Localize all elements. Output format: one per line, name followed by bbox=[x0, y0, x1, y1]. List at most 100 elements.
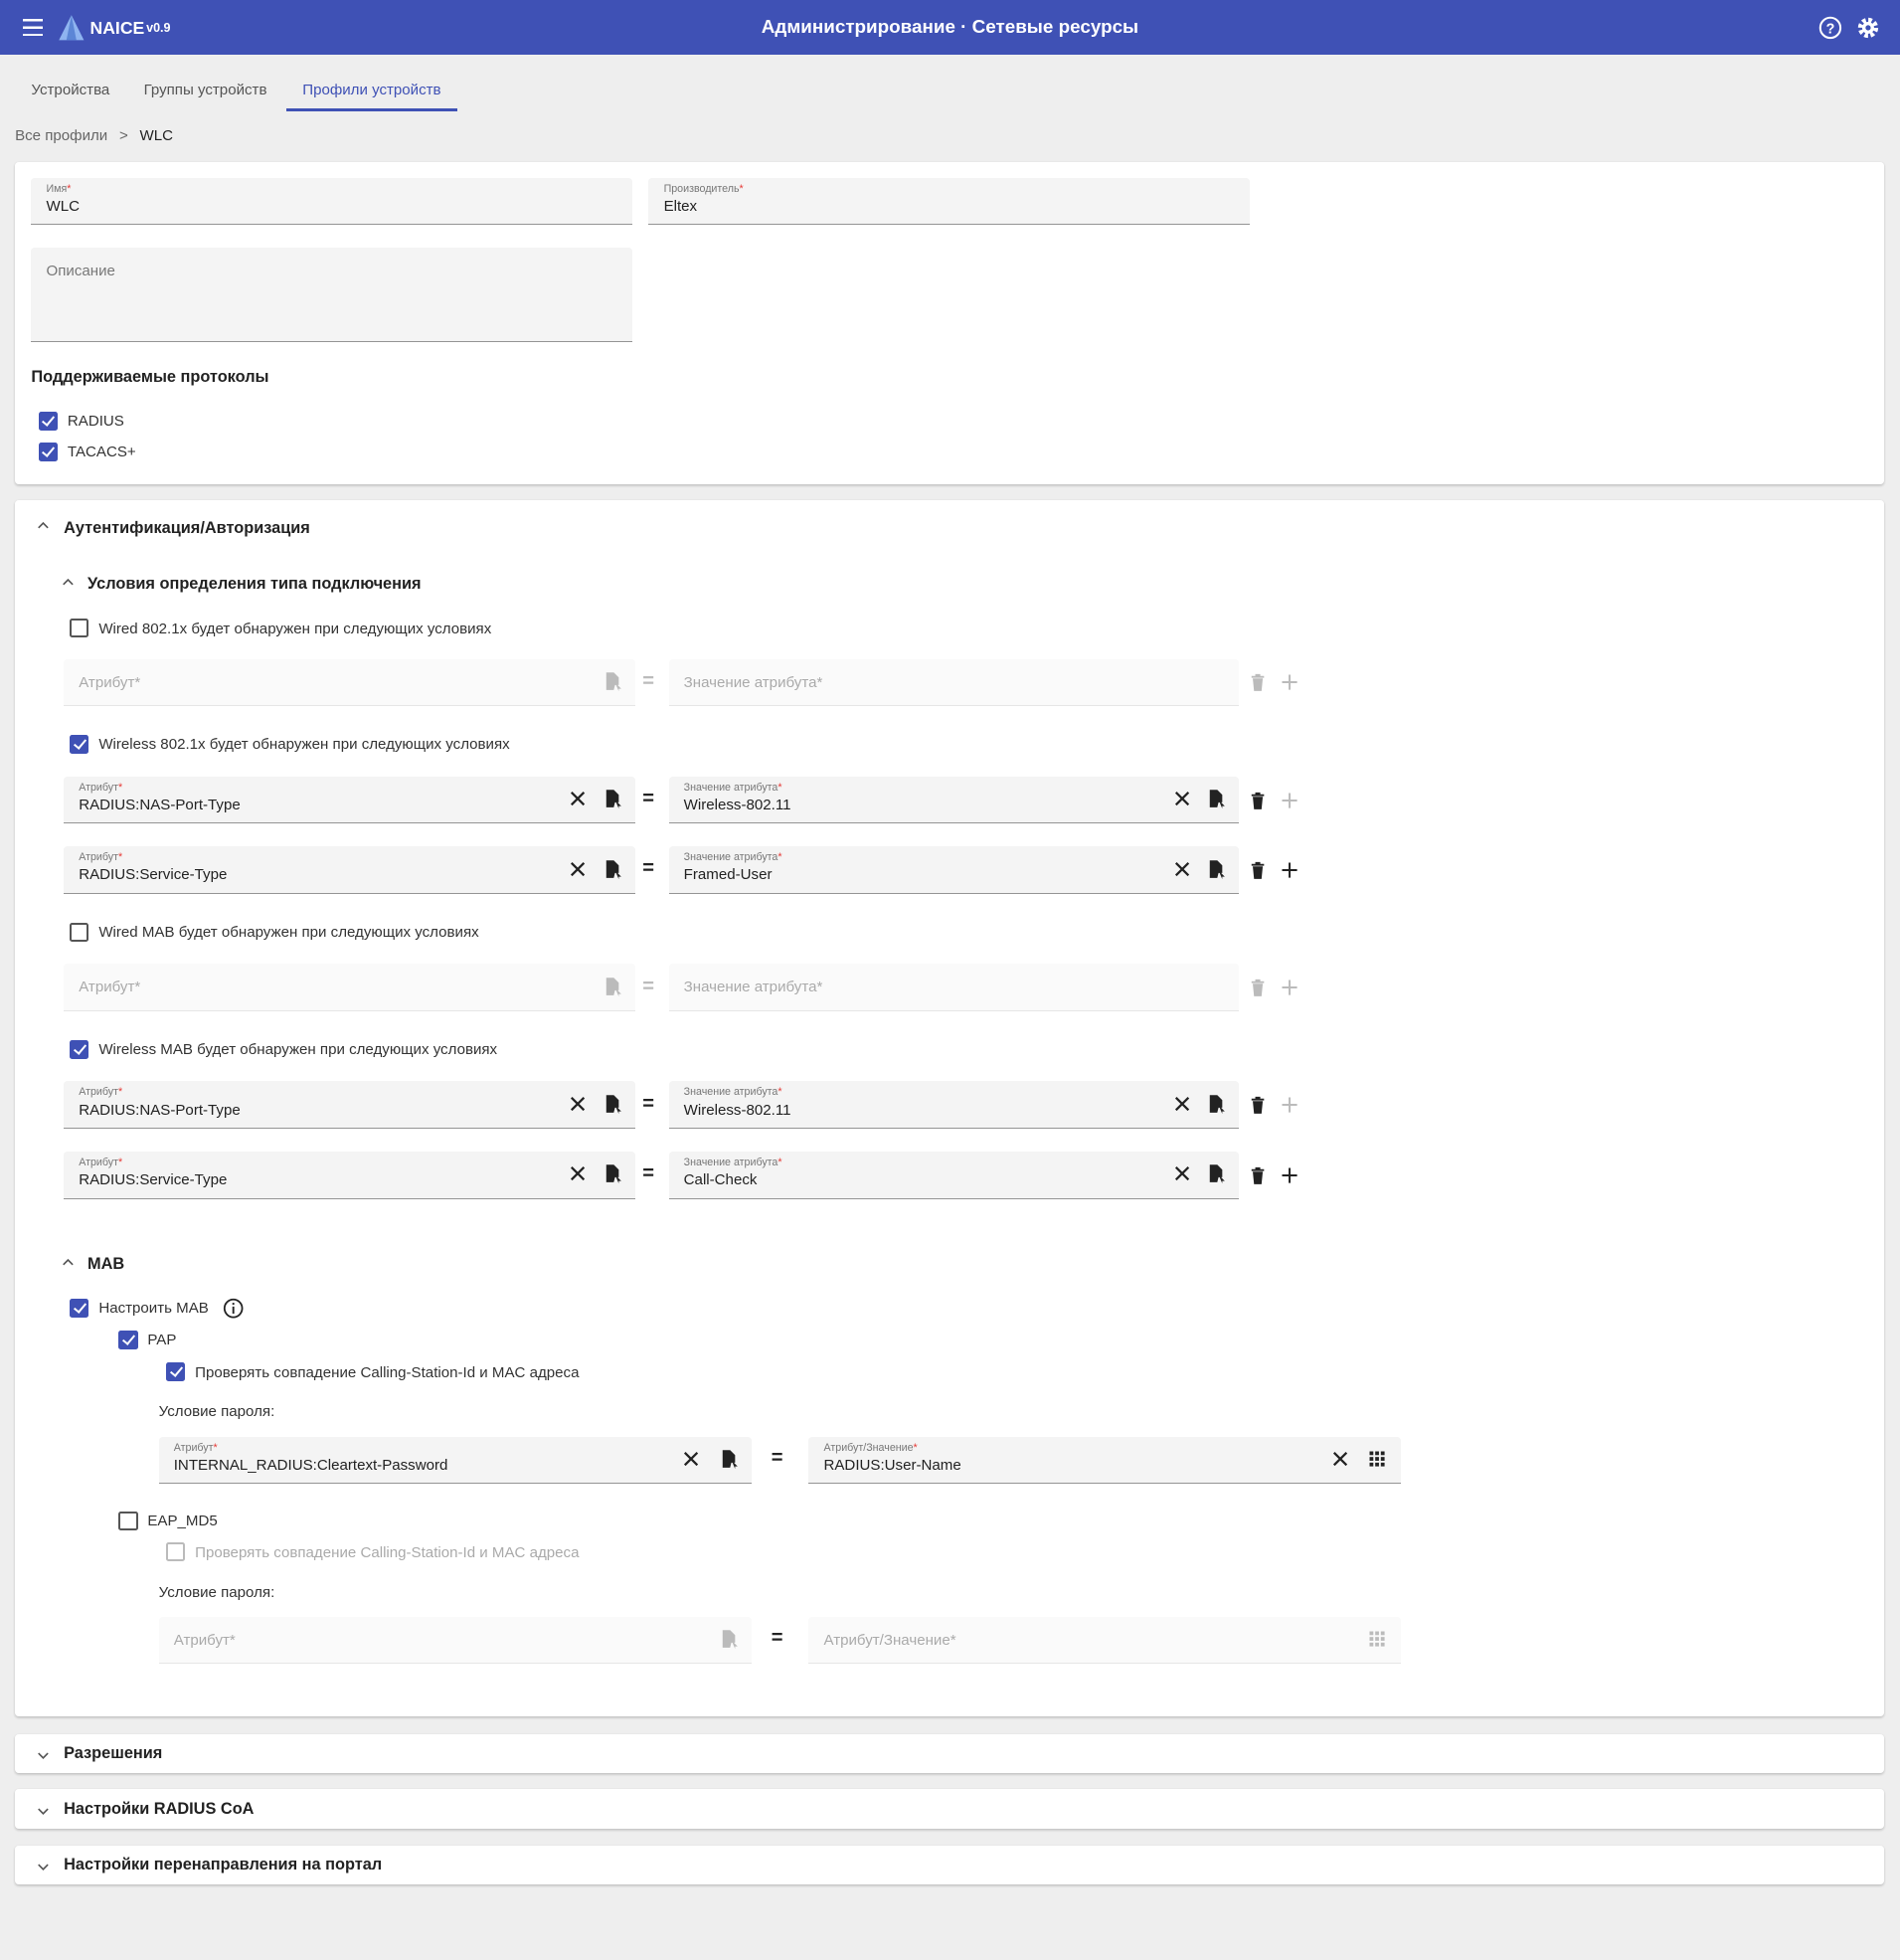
chevron-down-icon[interactable] bbox=[34, 1746, 53, 1765]
select-attribute-icon[interactable] bbox=[603, 1163, 622, 1183]
clear-icon[interactable] bbox=[568, 1163, 588, 1183]
clear-icon[interactable] bbox=[1172, 1094, 1192, 1114]
eap-attribute-field[interactable]: Атрибут* bbox=[158, 1616, 752, 1665]
clear-icon[interactable] bbox=[1172, 859, 1192, 879]
tab-device-profiles[interactable]: Профили устройств bbox=[302, 81, 441, 98]
attribute-value-field[interactable]: Значение атрибута* Wireless-802.11 bbox=[668, 776, 1239, 824]
select-attribute-icon[interactable] bbox=[1206, 789, 1226, 808]
eap-value-field[interactable]: Атрибут/Значение* bbox=[808, 1616, 1402, 1665]
chevron-up-icon[interactable] bbox=[59, 573, 78, 592]
chevron-down-icon[interactable] bbox=[34, 1802, 53, 1821]
select-attribute-icon[interactable] bbox=[603, 859, 622, 879]
clear-icon[interactable] bbox=[568, 859, 588, 879]
pap-checkbox[interactable] bbox=[118, 1330, 138, 1349]
select-attribute-icon[interactable] bbox=[719, 1629, 739, 1649]
attribute-field[interactable]: Атрибут* RADIUS:Service-Type bbox=[64, 846, 635, 894]
attribute-value-field[interactable]: Значение атрибута* Wireless-802.11 bbox=[668, 1081, 1239, 1130]
select-attribute-icon[interactable] bbox=[603, 671, 622, 691]
chevron-up-icon[interactable] bbox=[34, 516, 53, 535]
condition-group-label: Wireless MAB будет обнаружен при следующ… bbox=[98, 1041, 498, 1059]
condition-group-checkbox[interactable] bbox=[70, 619, 89, 638]
field-value: RADIUS:NAS-Port-Type bbox=[79, 796, 241, 813]
attribute-field[interactable]: Атрибут* bbox=[64, 964, 635, 1012]
trash-icon[interactable] bbox=[1248, 860, 1268, 880]
select-attribute-icon[interactable] bbox=[719, 1449, 739, 1469]
mab-title[interactable]: MAB bbox=[87, 1255, 125, 1274]
app-name[interactable]: NAICE bbox=[89, 17, 145, 38]
trash-icon[interactable] bbox=[1248, 1165, 1268, 1185]
section-permissions[interactable]: Разрешения bbox=[15, 1733, 1884, 1773]
attribute-value-field[interactable]: Значение атрибута* bbox=[668, 658, 1239, 707]
tab-device-groups[interactable]: Группы устройств bbox=[143, 81, 267, 98]
select-attribute-icon[interactable] bbox=[1206, 859, 1226, 879]
info-icon[interactable] bbox=[223, 1298, 244, 1319]
pap-attribute-field[interactable]: Атрибут* INTERNAL_RADIUS:Cleartext-Passw… bbox=[158, 1436, 752, 1485]
select-attribute-icon[interactable] bbox=[603, 789, 622, 808]
chevron-up-icon[interactable] bbox=[59, 1253, 78, 1272]
name-field[interactable]: Имя* WLC bbox=[31, 177, 633, 226]
tab-devices[interactable]: Устройства bbox=[31, 81, 110, 98]
plus-icon[interactable] bbox=[1280, 860, 1299, 880]
clear-icon[interactable] bbox=[1172, 1163, 1192, 1183]
equals-sign: = bbox=[642, 1162, 654, 1185]
radius-checkbox[interactable] bbox=[38, 411, 59, 431]
vendor-field[interactable]: Производитель* Eltex bbox=[648, 177, 1251, 226]
eap-check-mac-checkbox[interactable] bbox=[166, 1542, 186, 1562]
description-field[interactable]: Описание bbox=[31, 247, 633, 343]
select-attribute-icon[interactable] bbox=[1206, 1163, 1226, 1183]
clear-icon[interactable] bbox=[681, 1449, 701, 1469]
condition-group-label: Wired MAB будет обнаружен при следующих … bbox=[98, 924, 479, 942]
condition-group-checkbox[interactable] bbox=[70, 922, 89, 942]
configure-mab-checkbox[interactable] bbox=[70, 1299, 89, 1319]
eap-md5-checkbox[interactable] bbox=[118, 1511, 138, 1531]
condition-group-checkbox[interactable] bbox=[70, 1039, 89, 1060]
plus-icon[interactable] bbox=[1280, 978, 1299, 997]
name-value: WLC bbox=[46, 197, 81, 215]
grid-icon[interactable] bbox=[1367, 1629, 1387, 1649]
conditions-title[interactable]: Условия определения типа подключения bbox=[87, 575, 422, 594]
gear-icon[interactable] bbox=[1856, 16, 1880, 40]
clear-icon[interactable] bbox=[1172, 789, 1192, 808]
attribute-field[interactable]: Атрибут* RADIUS:Service-Type bbox=[64, 1151, 635, 1199]
field-placeholder: Значение атрибута* bbox=[683, 979, 823, 996]
attribute-field[interactable]: Атрибут* RADIUS:NAS-Port-Type bbox=[64, 1081, 635, 1130]
auth-section-title[interactable]: Аутентификация/Авторизация bbox=[64, 518, 310, 537]
attribute-value-field[interactable]: Значение атрибута* bbox=[668, 964, 1239, 1012]
attribute-value-field[interactable]: Значение атрибута* Framed-User bbox=[668, 846, 1239, 894]
plus-icon[interactable] bbox=[1280, 1165, 1299, 1185]
equals-sign: = bbox=[642, 975, 654, 997]
plus-icon[interactable] bbox=[1280, 672, 1299, 692]
trash-icon[interactable] bbox=[1248, 1095, 1268, 1115]
menu-icon[interactable] bbox=[22, 18, 43, 37]
equals-sign: = bbox=[642, 788, 654, 810]
attribute-field[interactable]: Атрибут* bbox=[64, 658, 635, 707]
trash-icon[interactable] bbox=[1248, 791, 1268, 810]
condition-group-checkbox[interactable] bbox=[70, 735, 89, 755]
trash-icon[interactable] bbox=[1248, 978, 1268, 997]
pap-check-mac-checkbox[interactable] bbox=[166, 1362, 186, 1382]
protocols-heading: Поддерживаемые протоколы bbox=[31, 367, 269, 386]
tacacs-checkbox[interactable] bbox=[38, 443, 59, 462]
select-attribute-icon[interactable] bbox=[1206, 1094, 1226, 1114]
grid-icon[interactable] bbox=[1367, 1449, 1387, 1469]
clear-icon[interactable] bbox=[568, 789, 588, 808]
trash-icon[interactable] bbox=[1248, 672, 1268, 692]
attribute-field[interactable]: Атрибут* RADIUS:NAS-Port-Type bbox=[64, 776, 635, 824]
breadcrumb-root[interactable]: Все профили bbox=[15, 127, 108, 145]
configure-mab-label: Настроить MAB bbox=[98, 1300, 209, 1318]
clear-icon[interactable] bbox=[568, 1094, 588, 1114]
section-radius-coa[interactable]: Настройки RADIUS CoA bbox=[15, 1789, 1884, 1830]
field-value: Wireless-802.11 bbox=[683, 1101, 791, 1119]
field-value: Call-Check bbox=[683, 1170, 758, 1188]
attribute-value-field[interactable]: Значение атрибута* Call-Check bbox=[668, 1151, 1239, 1199]
plus-icon[interactable] bbox=[1280, 791, 1299, 810]
clear-icon[interactable] bbox=[1330, 1449, 1350, 1469]
select-attribute-icon[interactable] bbox=[603, 977, 622, 996]
field-label: Атрибут bbox=[79, 851, 118, 864]
help-circle-icon[interactable]: ? bbox=[1818, 16, 1842, 40]
select-attribute-icon[interactable] bbox=[603, 1094, 622, 1114]
plus-icon[interactable] bbox=[1280, 1095, 1299, 1115]
pap-value-field[interactable]: Атрибут/Значение* RADIUS:User-Name bbox=[808, 1436, 1402, 1485]
section-portal-redirect[interactable]: Настройки перенаправления на портал bbox=[15, 1845, 1884, 1884]
chevron-down-icon[interactable] bbox=[34, 1858, 53, 1876]
